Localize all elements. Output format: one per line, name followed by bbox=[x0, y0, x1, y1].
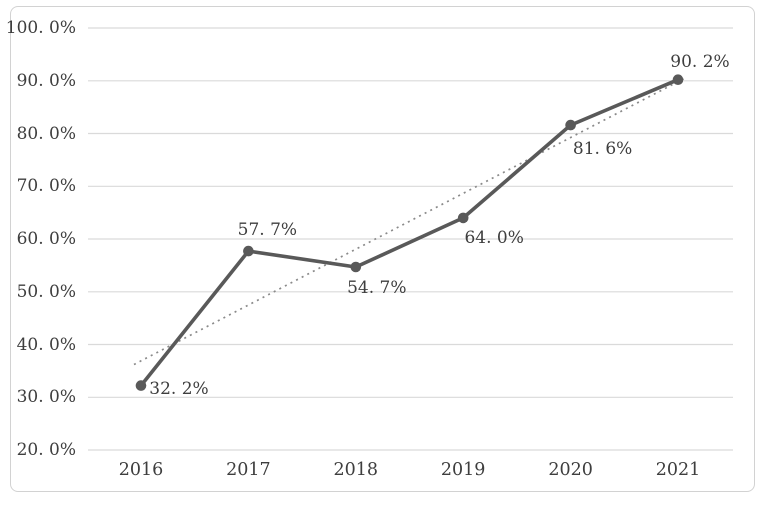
x-tick-label: 2020 bbox=[548, 460, 593, 480]
data-point-label: 32. 2% bbox=[149, 378, 209, 399]
data-point-label: 57. 7% bbox=[237, 220, 298, 241]
data-point-marker bbox=[565, 119, 576, 131]
y-tick-label: 100. 0% bbox=[5, 18, 76, 38]
data-point-label: 81. 6% bbox=[572, 139, 633, 160]
data-point-marker bbox=[135, 380, 147, 391]
x-tick-label: 2017 bbox=[226, 460, 271, 480]
x-tick-label: 2019 bbox=[440, 460, 486, 480]
y-tick-label: 20. 0% bbox=[16, 440, 76, 460]
y-tick-label: 80. 0% bbox=[16, 123, 76, 144]
x-tick-label: 2016 bbox=[118, 460, 164, 480]
data-point-label: 90. 2% bbox=[670, 51, 730, 72]
y-tick-label: 60. 0% bbox=[16, 229, 76, 249]
data-point-marker bbox=[243, 245, 254, 257]
data-point-marker bbox=[672, 74, 684, 85]
y-tick-label: 30. 0% bbox=[16, 387, 76, 408]
y-tick-label: 70. 0% bbox=[16, 176, 76, 197]
chart-frame bbox=[10, 6, 755, 492]
data-point-marker bbox=[457, 212, 469, 224]
data-point-label: 64. 0% bbox=[464, 227, 524, 248]
y-tick-label: 90. 0% bbox=[16, 70, 76, 91]
series-line bbox=[139, 77, 680, 388]
x-tick-label: 2018 bbox=[333, 460, 379, 480]
data-point-marker bbox=[350, 261, 362, 273]
data-point-label: 54. 7% bbox=[347, 278, 407, 298]
y-tick-label: 50. 0% bbox=[16, 281, 76, 302]
x-tick-label: 2021 bbox=[655, 460, 701, 480]
trendline bbox=[133, 77, 685, 366]
y-tick-label: 40. 0% bbox=[16, 334, 76, 355]
